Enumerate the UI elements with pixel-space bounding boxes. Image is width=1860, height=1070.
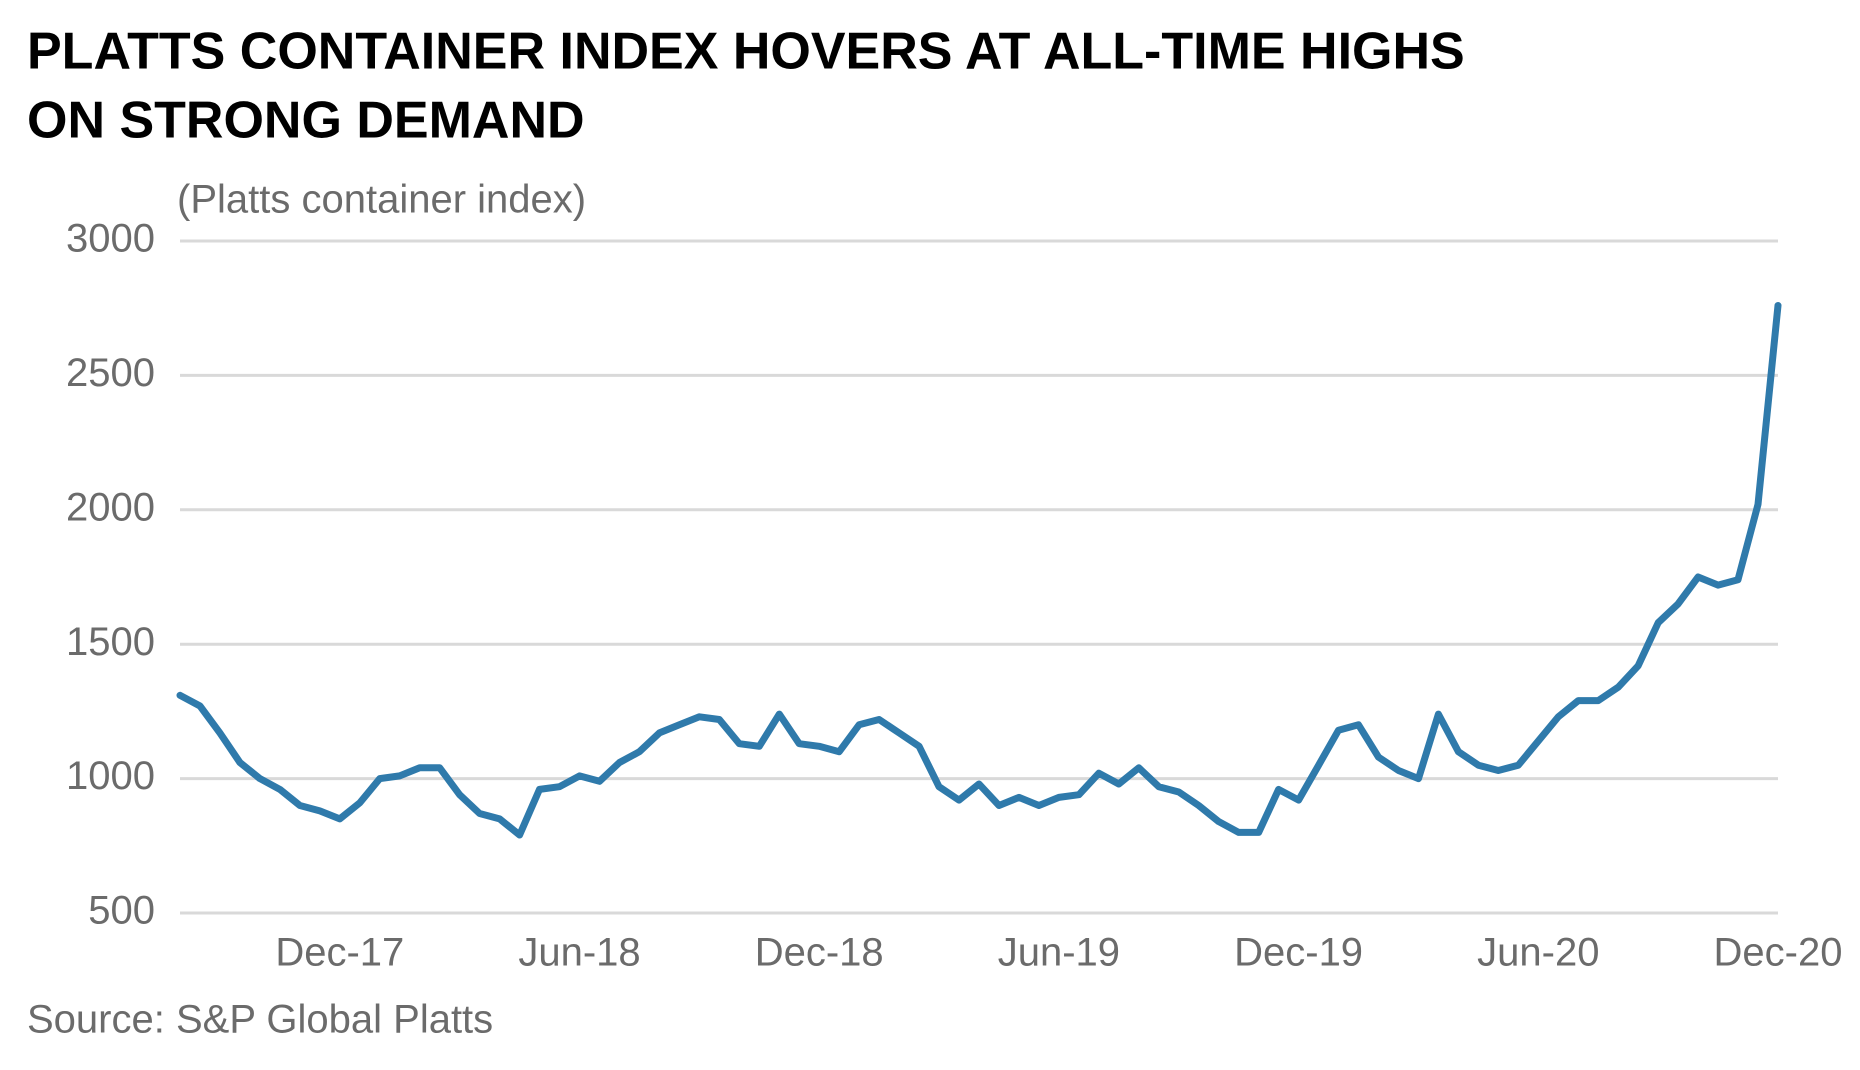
x-tick-label: Dec-17 — [275, 931, 404, 975]
y-tick-label: 2000 — [66, 485, 155, 529]
y-tick-label: 1500 — [66, 620, 155, 664]
y-tick-label: 1000 — [66, 754, 155, 798]
y-axis-label: (Platts container index) — [177, 178, 586, 222]
x-tick-label: Jun-18 — [518, 931, 640, 975]
x-tick-label: Jun-20 — [1477, 931, 1599, 975]
y-tick-label: 3000 — [66, 217, 155, 261]
x-tick-label: Dec-18 — [755, 931, 884, 975]
y-tick-label: 2500 — [66, 351, 155, 395]
source: Source: S&P Global Platts — [27, 998, 493, 1042]
y-tick-label: 500 — [88, 889, 155, 933]
x-tick-label: Dec-19 — [1234, 931, 1363, 975]
line-series — [176, 302, 1782, 839]
x-tick-label: Dec-20 — [1714, 931, 1843, 975]
x-tick-label: Jun-19 — [998, 931, 1120, 975]
chart-title: PLATTS CONTAINER INDEX HOVERS AT ALL-TIM… — [27, 23, 1465, 81]
chart-title: ON STRONG DEMAND — [27, 92, 585, 150]
